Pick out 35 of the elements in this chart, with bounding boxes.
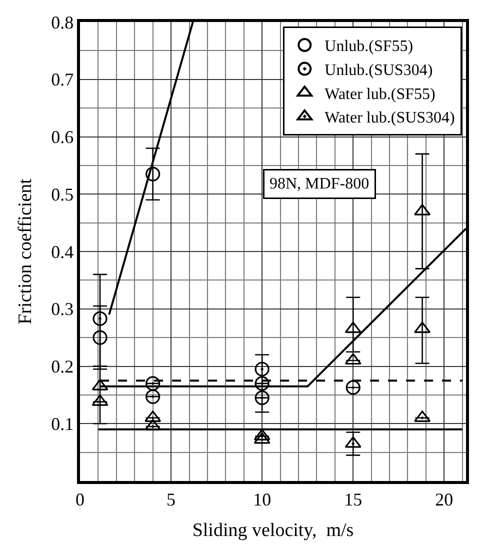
point [254, 362, 270, 376]
point [344, 322, 362, 334]
x-tick-label: 20 [435, 489, 454, 510]
y-tick-label: 0.3 [51, 299, 74, 320]
point [254, 428, 270, 440]
point [144, 419, 162, 431]
point [92, 311, 108, 326]
x-tick-label: 5 [166, 489, 176, 510]
y-tick-label: 0.8 [51, 12, 74, 32]
y-axis-title: Friction coefficient [15, 178, 36, 324]
point [92, 330, 108, 345]
point [346, 380, 360, 395]
point [146, 389, 160, 404]
y-tick-label: 0.7 [51, 70, 74, 90]
y-tick-label: 0.6 [51, 127, 74, 148]
x-tick-label: 10 [253, 489, 272, 510]
point [254, 376, 270, 391]
point [344, 436, 362, 448]
y-tick-label: 0.4 [51, 242, 74, 262]
annotation: 98N, MDF-800 [270, 176, 370, 192]
legend-label: Unlub.(SF55) [324, 38, 414, 56]
y-tick-label: 0.2 [51, 356, 74, 377]
x-tick-label: 0 [76, 489, 84, 510]
x-tick-label: 15 [344, 489, 362, 510]
x-axis-title: Sliding velocity, m/s [192, 520, 354, 542]
legend-label: Water lub.(SUS304) [324, 110, 455, 127]
point [146, 166, 160, 182]
point [344, 353, 362, 365]
y-tick-label: 0.5 [51, 184, 74, 204]
legend-label: Unlub.(SUS304) [324, 62, 433, 80]
point [254, 390, 270, 406]
legend-label: Water lub.(SF55) [324, 86, 436, 103]
point [254, 432, 270, 444]
point [146, 376, 160, 391]
y-tick-label: 0.1 [51, 414, 74, 434]
